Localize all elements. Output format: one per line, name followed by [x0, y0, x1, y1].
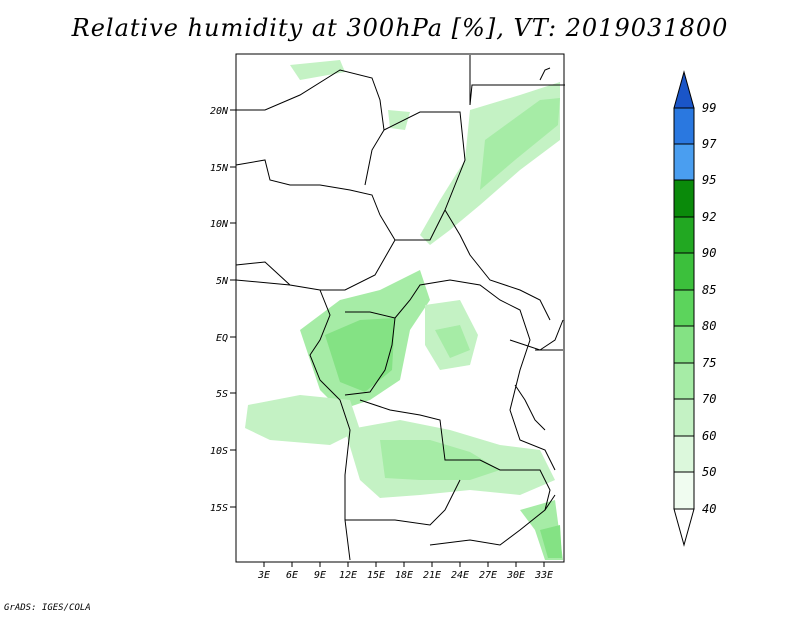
colorbar-label: 97: [702, 137, 717, 151]
colorbar-label: 85: [702, 283, 716, 297]
colorbar-label: 95: [702, 173, 716, 187]
colorbar-label: 90: [702, 246, 716, 260]
lat-label: 5S: [216, 389, 228, 400]
map-frame: [235, 53, 565, 563]
colorbar-max-triangle: [673, 70, 695, 109]
lat-label: 10S: [210, 446, 228, 457]
colorbar-segment: [673, 471, 695, 510]
colorbar-label: 99: [702, 101, 716, 115]
map-title: Relative humidity at 300hPa [%], VT: 201…: [71, 14, 729, 42]
colorbar-segment: [673, 143, 695, 181]
colorbar-segment: [673, 325, 695, 364]
lat-label: EQ: [216, 333, 228, 344]
colorbar-segment: [673, 289, 695, 327]
lon-label: 15E: [367, 570, 385, 581]
lat-label: 10N: [210, 219, 229, 230]
colorbar-segment: [673, 362, 695, 400]
colorbar-label: 60: [702, 429, 716, 443]
colorbar-label: 80: [702, 319, 716, 333]
lon-label: 27E: [479, 570, 497, 581]
colorbar-label: 50: [702, 465, 716, 479]
lat-label: 20N: [210, 106, 229, 117]
colorbar-segment: [673, 216, 695, 254]
colorbar-segment: [673, 107, 695, 145]
colorbar-label: 75: [702, 356, 716, 370]
lat-label: 5N: [216, 276, 229, 287]
lon-label: 24E: [451, 570, 469, 581]
colorbar-segment: [673, 398, 695, 437]
colorbar: 99 97 95 92 90 85 80 75 70 60 50 40: [673, 70, 717, 547]
colorbar-label: 70: [702, 392, 716, 406]
lon-label: 12E: [339, 570, 357, 581]
lon-label: 18E: [395, 570, 413, 581]
lon-label: 6E: [286, 570, 298, 581]
colorbar-label: 92: [702, 210, 716, 224]
lat-label: 15N: [210, 163, 229, 174]
lon-label: 9E: [314, 570, 326, 581]
longitude-axis: 3E 6E 9E 12E 15E 18E 21E 24E 27E 30E 33E: [257, 562, 553, 581]
lon-label: 33E: [534, 570, 553, 581]
lon-label: 30E: [506, 570, 525, 581]
footer-credit: GrADS: IGES/COLA: [4, 603, 91, 613]
humidity-shading: [245, 60, 563, 560]
colorbar-min-triangle: [673, 508, 695, 547]
lon-label: 3E: [257, 570, 270, 581]
colorbar-segment: [673, 435, 695, 473]
colorbar-label: 40: [702, 502, 716, 516]
latitude-axis: 20N 15N 10N 5N EQ 5S 10S 15S: [210, 106, 236, 514]
colorbar-segment: [673, 179, 695, 218]
lon-label: 21E: [423, 570, 441, 581]
lat-label: 15S: [210, 503, 228, 514]
country-borders: [235, 55, 565, 561]
colorbar-segment: [673, 252, 695, 291]
